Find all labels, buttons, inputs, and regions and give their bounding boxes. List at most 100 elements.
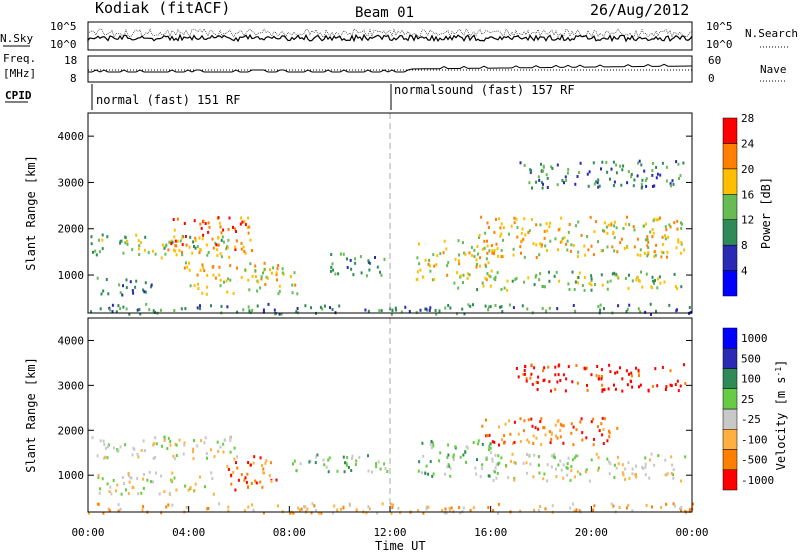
echo-cell	[532, 242, 535, 246]
echo-cell	[548, 430, 551, 434]
echo-cell	[605, 160, 608, 164]
echo-cell	[560, 423, 563, 427]
echo-cell	[90, 235, 93, 239]
echo-cell	[479, 475, 482, 479]
echo-cell	[218, 502, 220, 506]
echo-cell	[584, 253, 587, 257]
echo-cell	[431, 474, 434, 478]
echo-cell	[163, 490, 166, 494]
echo-cell	[168, 491, 171, 495]
echo-cell	[548, 279, 551, 283]
echo-cell	[562, 424, 565, 428]
echo-cell	[630, 172, 633, 176]
echo-cell	[579, 161, 582, 165]
echo-cell	[462, 273, 465, 277]
echo-cell	[529, 170, 532, 174]
echo-cell	[107, 443, 110, 447]
echo-cell	[556, 380, 559, 384]
echo-cell	[490, 269, 493, 273]
echo-cell	[422, 511, 425, 515]
echo-cell	[142, 505, 145, 509]
echo-cell	[555, 434, 557, 438]
echo-cell	[247, 231, 250, 235]
echo-cell	[506, 279, 509, 283]
echo-cell	[203, 441, 206, 445]
echo-cell	[336, 469, 339, 473]
echo-cell	[433, 278, 436, 281]
echo-cell	[168, 240, 171, 244]
echo-cell	[646, 244, 649, 248]
echo-cell	[603, 221, 606, 225]
echo-cell	[253, 455, 256, 459]
echo-cell	[535, 243, 538, 247]
echo-cell	[115, 489, 117, 493]
echo-cell	[416, 270, 419, 274]
echo-cell	[352, 273, 355, 277]
echo-cell	[609, 370, 612, 374]
echo-cell	[386, 470, 389, 473]
echo-cell	[167, 503, 170, 507]
echo-cell	[472, 303, 474, 307]
echo-cell	[452, 458, 455, 462]
echo-cell	[496, 247, 499, 251]
echo-cell	[475, 472, 478, 476]
echo-cell	[205, 243, 208, 247]
echo-cell	[603, 417, 606, 421]
echo-cell	[528, 181, 531, 185]
echo-cell	[553, 274, 556, 278]
echo-cell	[563, 236, 566, 240]
echo-cell	[428, 264, 431, 268]
echo-cell	[537, 375, 540, 379]
echo-cell	[597, 425, 599, 429]
echo-cell	[628, 273, 630, 277]
echo-cell	[528, 229, 531, 233]
echo-cell	[538, 471, 541, 475]
echo-cell	[618, 506, 621, 509]
echo-cell	[108, 490, 111, 493]
echo-cell	[276, 267, 279, 271]
echo-cell	[101, 238, 104, 242]
echo-cell	[425, 464, 428, 468]
echo-cell	[119, 239, 122, 243]
echo-cell	[485, 457, 488, 461]
echo-cell	[477, 439, 480, 443]
echo-cell	[457, 286, 460, 290]
echo-cell	[392, 503, 394, 507]
echo-cell	[519, 161, 522, 165]
echo-cell	[619, 241, 622, 245]
echo-cell	[124, 241, 127, 245]
echo-cell	[212, 273, 215, 277]
echo-cell	[262, 310, 265, 314]
echo-cell	[239, 222, 242, 226]
echo-cell	[514, 278, 517, 282]
echo-cell	[291, 283, 294, 287]
echo-cell	[222, 228, 225, 232]
echo-cell	[438, 459, 440, 463]
echo-cell	[242, 308, 245, 312]
echo-cell	[499, 226, 502, 230]
echo-cell	[616, 426, 619, 430]
echo-cell	[540, 417, 543, 421]
echo-cell	[153, 442, 156, 445]
echo-cell	[262, 308, 265, 312]
echo-cell	[647, 388, 650, 392]
echo-cell	[129, 280, 132, 284]
echo-cell	[219, 284, 222, 288]
echo-cell	[680, 506, 683, 509]
echo-cell	[204, 222, 207, 225]
echo-cell	[636, 253, 639, 257]
echo-cell	[522, 373, 525, 376]
echo-cell	[325, 465, 328, 469]
echo-cell	[453, 281, 456, 285]
echo-cell	[259, 286, 262, 290]
echo-cell	[97, 474, 100, 477]
echo-cell	[539, 272, 542, 276]
echo-cell	[492, 479, 495, 483]
echo-cell	[447, 304, 450, 307]
echo-cell	[206, 507, 209, 511]
echo-cell	[533, 453, 536, 457]
echo-cell	[227, 468, 230, 471]
echo-cell	[583, 288, 586, 292]
echo-cell	[651, 235, 654, 239]
echo-cell	[539, 223, 542, 227]
